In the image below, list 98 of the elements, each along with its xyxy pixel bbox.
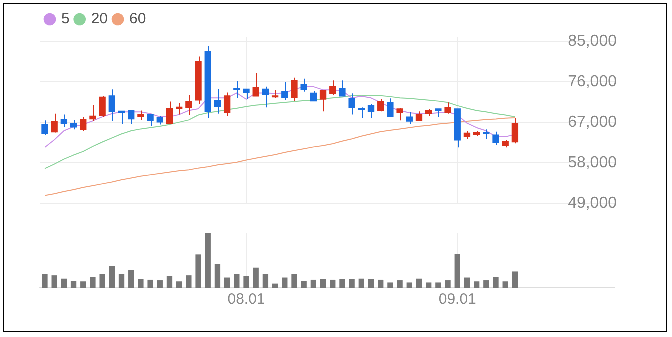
bar [262, 274, 269, 288]
candlestick [252, 72, 260, 97]
candlestick [282, 82, 288, 101]
bar [301, 281, 307, 288]
y-tick-label: 85,000 [568, 32, 618, 50]
candlestick [147, 114, 154, 127]
bar [196, 254, 202, 288]
candlestick [90, 104, 96, 122]
candlestick [310, 90, 318, 102]
bar [224, 278, 230, 288]
candlestick [128, 110, 135, 125]
candlestick [42, 120, 48, 136]
bar [388, 282, 394, 288]
bar [100, 274, 106, 288]
candlestick [512, 117, 519, 144]
candlestick [483, 129, 490, 140]
bar [358, 278, 364, 288]
legend-label: 60 [130, 10, 146, 28]
candlestick [176, 103, 183, 116]
candlestick [138, 110, 144, 121]
candlestick [51, 113, 58, 134]
legend-label: 5 [62, 10, 70, 28]
candlestick [339, 80, 346, 97]
bar [253, 268, 259, 288]
bar [90, 277, 96, 288]
bar [484, 280, 490, 288]
candlestick [492, 131, 500, 146]
bar [148, 280, 154, 288]
bar [368, 279, 374, 288]
bar [445, 280, 451, 288]
candlestick [108, 89, 116, 122]
bar [320, 279, 326, 288]
bar [426, 282, 432, 288]
y-tick-label: 58,000 [568, 154, 618, 172]
y-tick-label: 67,000 [568, 114, 618, 131]
candlestick [291, 77, 298, 102]
candlestick [99, 96, 106, 118]
bar [42, 274, 48, 288]
candlestick [214, 88, 222, 114]
y-tick-label: 49,000 [568, 194, 618, 212]
candlestick [186, 94, 192, 116]
candlestick [70, 120, 78, 130]
candlestick [60, 114, 68, 128]
bar [493, 277, 499, 288]
bar [397, 280, 403, 288]
candlestick [378, 98, 384, 112]
y-tick-label: 76,000 [568, 73, 618, 90]
candlestick [330, 80, 336, 96]
candlestick [262, 86, 270, 108]
bar [512, 272, 518, 288]
bar [186, 276, 192, 288]
candlestick [444, 102, 452, 114]
bar [214, 264, 221, 288]
bar [166, 276, 173, 288]
bar [118, 274, 125, 288]
bar [61, 278, 68, 288]
bar [464, 278, 470, 288]
candlestick [406, 112, 413, 125]
bar [310, 280, 317, 288]
bar [378, 280, 384, 288]
bar [454, 254, 460, 288]
bar [272, 284, 278, 288]
bar [406, 282, 412, 288]
bar [292, 274, 298, 288]
candlestick [368, 104, 375, 119]
candlestick [243, 88, 250, 100]
bar [474, 282, 480, 288]
candlestick [387, 98, 394, 118]
candlestick [300, 78, 308, 92]
bar [502, 282, 508, 288]
bar [416, 278, 422, 288]
candlestick [166, 101, 174, 125]
bar [52, 276, 58, 288]
candlestick [348, 93, 356, 116]
x-tick-label: 09.01 [438, 291, 476, 308]
candlestick [396, 108, 404, 122]
bar [176, 282, 182, 288]
bar [70, 281, 77, 288]
bar [138, 279, 144, 288]
bar [282, 278, 288, 288]
x-tick-label: 08.01 [228, 291, 266, 308]
candlestick [234, 81, 240, 99]
candlestick [224, 92, 231, 117]
bar [80, 282, 86, 288]
bar [244, 276, 250, 288]
candlestick [118, 110, 126, 125]
candlestick [80, 116, 87, 132]
bar [128, 270, 134, 288]
bar [234, 274, 240, 288]
bar [340, 279, 346, 288]
candlestick [320, 90, 327, 112]
bar [349, 279, 355, 288]
bar [205, 233, 211, 288]
bar [157, 280, 163, 288]
bar [109, 266, 115, 288]
legend-label: 20 [91, 10, 108, 28]
bar [436, 282, 442, 288]
bar [330, 280, 336, 288]
